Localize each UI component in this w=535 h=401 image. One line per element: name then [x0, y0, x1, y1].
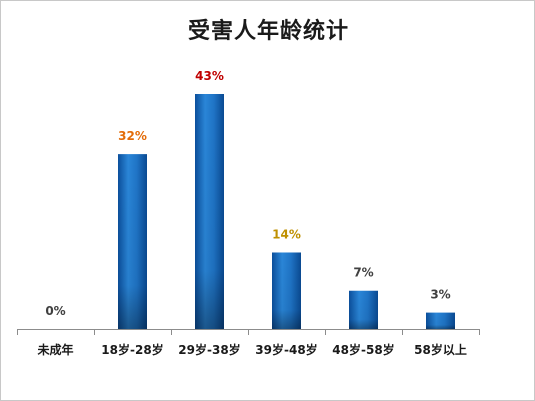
x-tick-label: 48岁-58岁	[332, 342, 394, 357]
x-tick-label: 18岁-28岁	[101, 342, 163, 357]
data-label: 0%	[45, 304, 65, 318]
bar-3	[272, 252, 301, 329]
bar-5	[426, 312, 455, 329]
x-tick-label: 39岁-48岁	[255, 342, 317, 357]
bar-4	[349, 290, 378, 329]
chart-title: 受害人年龄统计	[187, 18, 349, 44]
data-label: 7%	[353, 266, 373, 280]
x-tick-label: 未成年	[36, 342, 73, 357]
x-tick-label: 29岁-38岁	[178, 342, 240, 357]
bar-2	[195, 94, 224, 329]
data-label: 43%	[195, 69, 224, 83]
bar-1	[118, 154, 147, 329]
data-label: 3%	[430, 288, 450, 302]
data-label: 32%	[118, 129, 147, 143]
data-label: 14%	[272, 227, 301, 241]
x-tick-label: 58岁以上	[414, 342, 467, 357]
